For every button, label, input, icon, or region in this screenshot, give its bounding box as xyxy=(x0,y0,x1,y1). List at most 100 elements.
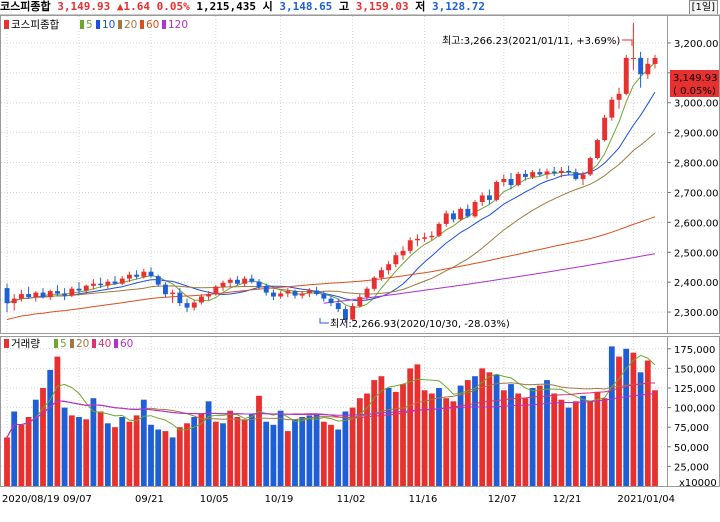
candle-body xyxy=(271,292,276,297)
candle-body xyxy=(451,213,456,220)
change-percent: 0.05% xyxy=(156,0,190,13)
price-tick-label: 2,800.00 xyxy=(674,159,719,170)
volume-bar xyxy=(544,380,550,486)
candle-body xyxy=(364,288,370,298)
high-annotation-arrow xyxy=(622,39,633,46)
volume-bar xyxy=(320,421,327,486)
volume-bar xyxy=(450,401,457,486)
volume-bar xyxy=(407,368,414,486)
volume-bar xyxy=(392,391,399,486)
price-tick-label: 2,400.00 xyxy=(674,278,719,289)
candle-body xyxy=(487,195,492,200)
candle-body xyxy=(292,291,298,296)
volume-bar xyxy=(400,384,406,486)
volume-bar xyxy=(54,356,61,486)
volume-value: 1,215,435 xyxy=(196,0,256,13)
x-tick-label: 2021/01/04 xyxy=(617,494,675,505)
legend-swatch-ma120 xyxy=(162,20,166,29)
candle-body xyxy=(141,271,147,277)
price-ma-120 xyxy=(323,253,656,304)
candle-body xyxy=(170,292,176,295)
candle-body xyxy=(4,288,10,304)
candle-body xyxy=(566,170,572,173)
volume-bar xyxy=(616,356,622,486)
volume-bar xyxy=(464,380,471,486)
candle-body xyxy=(580,174,586,179)
candle-body xyxy=(422,237,428,239)
x-tick-label: 2020/08/19 xyxy=(2,494,60,505)
volume-bar xyxy=(608,346,615,486)
volume-bar xyxy=(306,415,313,486)
volume-bar xyxy=(472,376,478,486)
volume-bar xyxy=(18,424,25,486)
volume-bar xyxy=(277,410,284,486)
open-label: 시 xyxy=(262,0,273,13)
candle-body xyxy=(206,294,212,297)
volume-bar xyxy=(594,391,601,486)
candle-body xyxy=(638,57,644,75)
volume-ma-60 xyxy=(6,393,656,438)
legend-swatch-ma5 xyxy=(80,20,84,29)
candle-body xyxy=(127,274,132,279)
volume-bar xyxy=(529,388,536,486)
candle-body xyxy=(415,238,420,241)
price-tick-label: 2,300.00 xyxy=(674,308,719,319)
candle-body xyxy=(19,294,24,299)
volume-bar xyxy=(508,384,514,486)
legend-ma5: 5 xyxy=(86,19,93,31)
candle-body xyxy=(472,202,478,217)
price-ma-60 xyxy=(6,216,656,320)
candle-body xyxy=(47,291,53,298)
period-button[interactable]: [1일] xyxy=(688,0,718,14)
price-tick-label: 3,000.00 xyxy=(674,99,719,110)
candle-body xyxy=(285,291,291,294)
price-tick-label: 2,500.00 xyxy=(674,248,719,259)
candle-body xyxy=(631,57,636,59)
candle-body xyxy=(184,303,190,308)
candle-body xyxy=(235,279,240,284)
candle-body xyxy=(508,179,514,185)
volume-bar xyxy=(328,424,334,486)
volume-bar xyxy=(32,399,39,486)
legend-swatch-vma5 xyxy=(54,339,58,348)
volume-bar xyxy=(148,424,154,486)
volume-unit-label: x10000 xyxy=(679,478,717,489)
candle-body xyxy=(263,286,269,293)
volume-bar xyxy=(637,372,644,486)
volume-bar xyxy=(169,437,176,486)
price-tick-label: 3,200.00 xyxy=(674,39,719,50)
candle-body xyxy=(55,291,60,294)
volume-tick-label: 175,000 xyxy=(674,345,715,356)
candle-body xyxy=(314,290,320,295)
low-annotation-text: 최저:2,266.93(2020/10/30, -28.03%) xyxy=(330,318,510,330)
price-legend: 코스피종합 5 10 20 60 120 xyxy=(4,19,188,31)
volume-bar xyxy=(40,388,46,486)
candle-body xyxy=(343,309,348,320)
volume-bar xyxy=(572,401,579,486)
volume-bar xyxy=(630,352,637,486)
candle-body xyxy=(479,195,485,202)
x-tick-label: 10/19 xyxy=(265,494,294,505)
candle-body xyxy=(407,240,413,251)
candle-body xyxy=(515,173,521,185)
volume-bar xyxy=(565,407,572,486)
candle-body xyxy=(587,158,593,175)
volume-bar xyxy=(493,374,500,486)
volume-tick-label: 125,000 xyxy=(674,384,715,395)
price-tick-label: 2,900.00 xyxy=(674,129,719,140)
legend-swatch-ma20 xyxy=(118,20,122,29)
candle-body xyxy=(335,303,341,310)
volume-bar xyxy=(421,390,428,486)
price-legend-title: 코스피종합 xyxy=(11,19,60,31)
candle-body xyxy=(256,281,262,287)
candle-body xyxy=(98,283,104,286)
candle-body xyxy=(400,250,406,256)
volume-bar xyxy=(623,348,630,486)
candle-body xyxy=(379,270,384,278)
candle-body xyxy=(33,292,39,298)
legend-swatch-volume xyxy=(4,339,9,348)
volume-bar xyxy=(11,411,18,486)
change-value: 1.64 xyxy=(123,0,150,13)
legend-swatch-ma10 xyxy=(96,20,100,29)
volume-bar xyxy=(112,427,118,486)
